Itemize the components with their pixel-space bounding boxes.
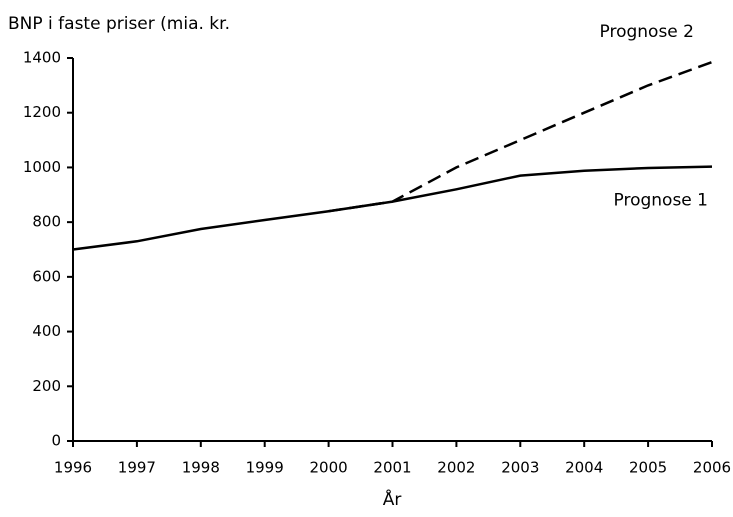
- x-tick-label: 2000: [310, 459, 348, 477]
- x-tick-label: 2003: [501, 459, 539, 477]
- series-line: [328, 60, 713, 213]
- y-tick-label: 600: [32, 267, 61, 285]
- x-tick-label: 1997: [118, 459, 156, 477]
- x-tick-label: 1999: [246, 459, 284, 477]
- y-tick-label: 1000: [23, 158, 61, 176]
- x-tick-label: 2002: [437, 459, 475, 477]
- y-tick-label: 400: [32, 322, 61, 340]
- x-tick-label: 2005: [629, 459, 667, 477]
- y-tick-label: 1200: [23, 103, 61, 121]
- x-axis-label: År: [383, 488, 402, 510]
- x-tick-label: 2006: [693, 459, 731, 477]
- y-tick-label: 0: [51, 432, 61, 450]
- series-label: Prognose 2: [600, 22, 694, 42]
- x-tick-label: 1996: [54, 459, 92, 477]
- series-label: Prognose 1: [614, 191, 708, 211]
- y-tick-label: 200: [32, 377, 61, 395]
- y-tick-label: 1400: [23, 49, 61, 67]
- x-tick-label: 1998: [182, 459, 220, 477]
- x-tick-label: 2004: [565, 459, 603, 477]
- y-tick-label: 800: [32, 213, 61, 231]
- x-tick-label: 2001: [373, 459, 411, 477]
- chart-title: BNP i faste priser (mia. kr.: [8, 14, 230, 34]
